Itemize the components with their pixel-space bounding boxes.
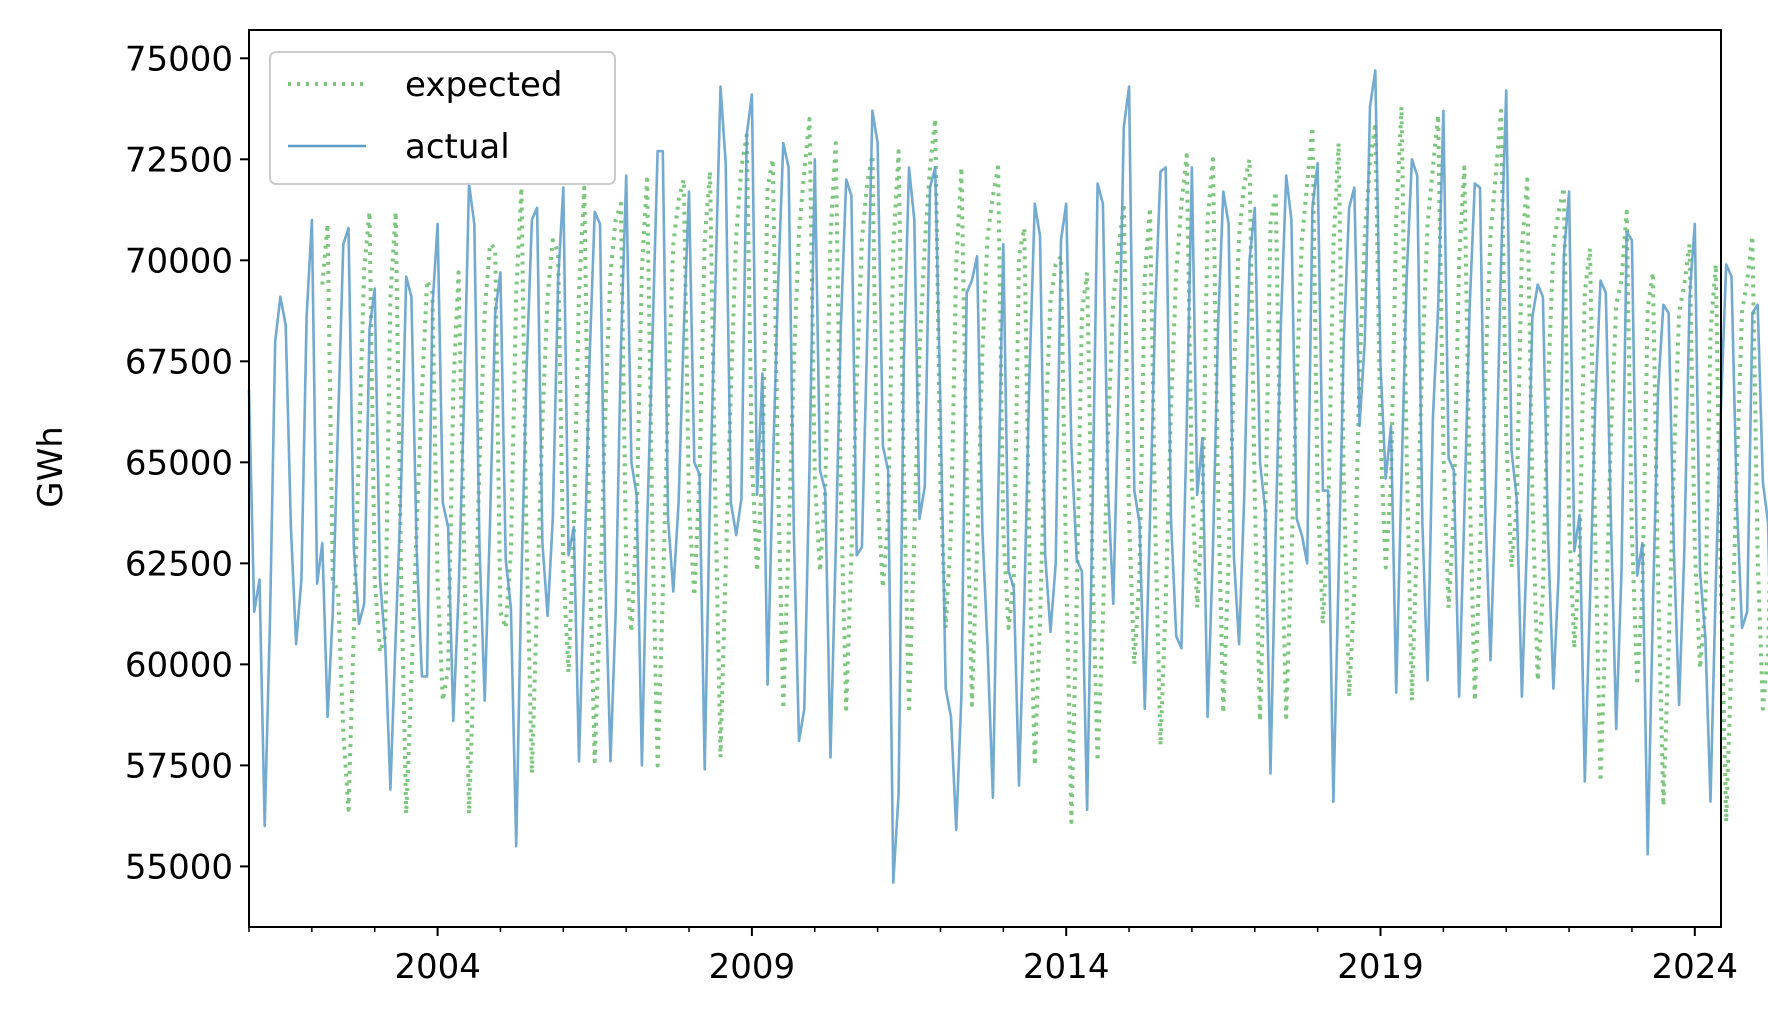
y-tick-label: 55000 — [125, 847, 233, 887]
y-tick-label: 60000 — [125, 645, 233, 685]
y-tick-label: 72500 — [125, 140, 233, 180]
legend-expected-label: expected — [405, 65, 562, 105]
y-tick-label: 65000 — [125, 443, 233, 483]
legend-actual-label: actual — [405, 127, 510, 167]
legend-box — [269, 51, 616, 185]
plot-frame — [248, 29, 1722, 928]
y-tick-label: 57500 — [125, 746, 233, 786]
y-tick-label: 75000 — [125, 39, 233, 79]
legend: expected actual — [269, 51, 616, 185]
y-tick-label: 70000 — [125, 241, 233, 281]
plot-series — [247, 69, 1768, 884]
series-line-actual — [247, 69, 1768, 884]
x-axis: 2004 2009 2014 2019 2024 — [248, 927, 1739, 987]
x-tick-label: 2004 — [394, 947, 481, 987]
y-axis-title: GWh — [31, 426, 71, 508]
x-tick-label: 2009 — [709, 947, 796, 987]
series-line-expected — [320, 104, 1768, 824]
y-tick-label: 62500 — [125, 544, 233, 584]
x-tick-label: 2014 — [1023, 947, 1110, 987]
x-tick-label: 2019 — [1337, 947, 1424, 987]
x-tick-label: 2024 — [1652, 947, 1739, 987]
y-axis: 55000 57500 60000 62500 65000 67500 70000 72500… — [125, 39, 249, 887]
y-tick-label: 67500 — [125, 342, 233, 382]
